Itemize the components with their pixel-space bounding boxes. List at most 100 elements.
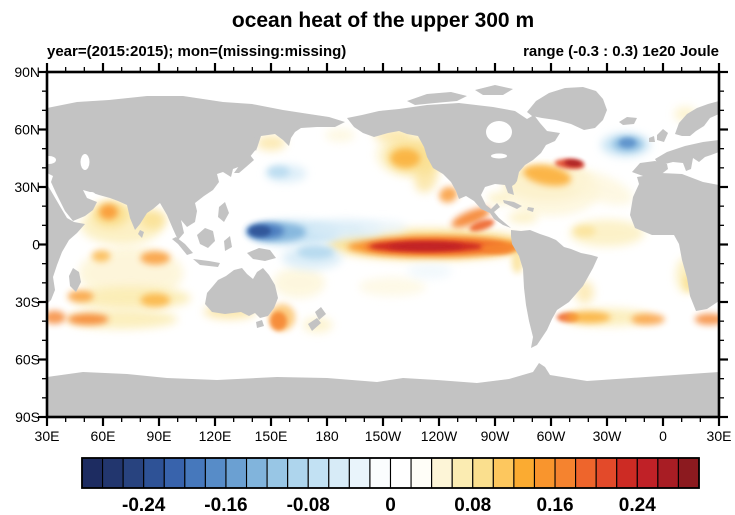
anomaly-s-indian-core-w bbox=[67, 290, 94, 302]
land-hispaniola bbox=[527, 207, 534, 212]
anomaly-arabian-sea-core bbox=[99, 204, 118, 220]
colorbar-cell bbox=[184, 457, 206, 489]
colorbar-cell bbox=[348, 457, 371, 489]
colorbar-tick-label: 0 bbox=[385, 495, 396, 515]
colorbar-cell bbox=[143, 457, 165, 489]
anomaly-gulfstream-orange bbox=[523, 165, 572, 186]
anomaly-s-atlantic-band-mid bbox=[565, 311, 611, 324]
land-arctic-islands-west bbox=[407, 92, 467, 105]
anomaly-natl-cold-core bbox=[619, 138, 636, 148]
lon-tick-label: 60E bbox=[91, 428, 116, 444]
anomaly-agulhas-right bbox=[694, 313, 719, 325]
subtitle-right: range (-0.3 : 0.3) 1e20 Joule bbox=[523, 43, 719, 60]
anomaly-central-america-core bbox=[469, 219, 495, 232]
colorbar-border bbox=[81, 457, 700, 489]
colorbar-cell bbox=[369, 457, 392, 489]
colorbar-cell bbox=[492, 457, 515, 489]
lat-tick-label: 0 bbox=[32, 237, 40, 253]
land-madagascar bbox=[69, 268, 81, 292]
lon-tick-label: 0 bbox=[659, 428, 667, 444]
page-title: ocean heat of the upper 300 m bbox=[232, 9, 534, 32]
colorbar-cell bbox=[266, 457, 289, 489]
colorbar-tick-label: 0.08 bbox=[454, 495, 491, 515]
colorbar-cell bbox=[81, 457, 104, 489]
land-europe bbox=[655, 140, 719, 171]
anomaly-tasman-core bbox=[270, 311, 287, 331]
land-arctic-islands-east bbox=[475, 85, 513, 95]
anomaly-nwpac-cold-core bbox=[267, 165, 290, 178]
anomaly-natl-diagonal-wash bbox=[562, 169, 634, 205]
latitude-axis-labels: 90N 60N 30N 0 30S 60S 90S bbox=[14, 64, 40, 425]
subtitle-left: year=(2015:2015); mon=(missing:missing) bbox=[47, 43, 346, 60]
colorbar-tick-label: -0.08 bbox=[287, 495, 330, 515]
land-uk bbox=[657, 129, 668, 142]
colorbar-cell bbox=[533, 457, 556, 489]
colorbar-cell bbox=[328, 457, 350, 489]
land-sri-lanka bbox=[138, 230, 144, 238]
colorbar-cell bbox=[595, 457, 618, 489]
lat-tick-label: 30S bbox=[15, 294, 40, 310]
land-greenland bbox=[527, 87, 607, 130]
anomaly-eq-atlantic-core bbox=[573, 225, 596, 237]
lon-tick-label: 120W bbox=[421, 428, 458, 444]
lake-black-sea bbox=[47, 156, 56, 164]
colorbar-cell bbox=[163, 457, 186, 489]
lon-tick-label: 90W bbox=[481, 428, 511, 444]
anomaly-s-indian-core-e bbox=[140, 293, 171, 307]
lake-great-lakes bbox=[491, 153, 507, 159]
lon-tick-label: 30E bbox=[707, 428, 732, 444]
land-borneo bbox=[197, 228, 215, 248]
sea-persian-gulf bbox=[87, 192, 95, 196]
lake-hudson-bay bbox=[486, 121, 512, 143]
colorbar-tick-label: -0.16 bbox=[204, 495, 247, 515]
land-africa-west bbox=[630, 173, 719, 311]
colorbar-cell bbox=[636, 457, 659, 489]
anomaly-sepac-cold-faint bbox=[407, 263, 453, 279]
anomaly-elnino-band-deep bbox=[388, 242, 464, 251]
lon-tick-label: 60W bbox=[537, 428, 567, 444]
land-iceland bbox=[619, 117, 637, 125]
colorbar-cell bbox=[451, 457, 474, 489]
colorbar-cell bbox=[472, 457, 494, 489]
longitude-axis-labels: 30E 60E 90E 120E 150E 180 150W 120W 90W 60W 30W 0 30… bbox=[35, 428, 732, 444]
colorbar-cell bbox=[410, 457, 433, 489]
land-sulawesi bbox=[224, 236, 232, 251]
colorbar-cell bbox=[389, 457, 412, 489]
land-new-guinea bbox=[247, 248, 276, 261]
anomaly-caribbean-wash bbox=[508, 211, 538, 224]
land-cuba bbox=[503, 200, 522, 209]
land-layer bbox=[47, 85, 719, 417]
anomaly-okhotsk-wash bbox=[256, 135, 286, 151]
anomaly-forties-core bbox=[67, 313, 109, 325]
land-japan bbox=[234, 155, 254, 173]
anomaly-baja-core bbox=[439, 186, 458, 203]
anomaly-ne-pacific-core bbox=[390, 148, 421, 168]
land-ireland bbox=[649, 136, 655, 142]
anomaly-us-west-coast-wash bbox=[414, 162, 438, 193]
land-sumatra bbox=[172, 237, 193, 255]
lat-tick-label: 90S bbox=[15, 409, 40, 425]
anomaly-coral-sea-wash bbox=[272, 267, 326, 299]
lon-tick-label: 150W bbox=[365, 428, 402, 444]
land-australia bbox=[205, 268, 278, 318]
colorbar-cell bbox=[287, 457, 309, 489]
lat-tick-label: 90N bbox=[14, 64, 40, 80]
land-africa-east bbox=[47, 184, 85, 304]
colorbar-tick-label: 0.24 bbox=[619, 495, 656, 515]
colorbar-cell bbox=[616, 457, 638, 489]
lon-tick-label: 30E bbox=[35, 428, 60, 444]
lon-tick-label: 180 bbox=[315, 428, 339, 444]
map-area bbox=[47, 72, 719, 417]
colorbar-cell bbox=[122, 457, 145, 489]
colorbar-cell bbox=[245, 457, 268, 489]
anomaly-eq-indian-core-e bbox=[140, 251, 171, 265]
colorbar-labels: -0.24 -0.16 -0.08 0 0.08 0.16 0.24 bbox=[122, 495, 656, 515]
lon-tick-label: 150E bbox=[255, 428, 288, 444]
land-south-america bbox=[511, 230, 598, 348]
colorbar-cell bbox=[431, 457, 453, 489]
land-philippines bbox=[218, 202, 229, 222]
land-eurasia bbox=[47, 96, 345, 240]
colorbar-cell bbox=[307, 457, 330, 489]
